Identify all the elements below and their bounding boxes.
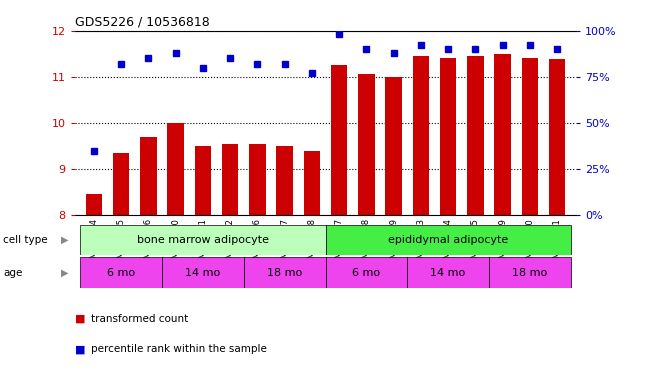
Bar: [413, 56, 429, 215]
Text: ■: ■: [75, 314, 85, 324]
Bar: [140, 137, 157, 215]
Text: 18 mo: 18 mo: [512, 268, 547, 278]
Text: ■: ■: [75, 344, 85, 354]
Bar: [277, 146, 293, 215]
Bar: [331, 65, 347, 215]
Text: 14 mo: 14 mo: [186, 268, 221, 278]
Text: 18 mo: 18 mo: [267, 268, 302, 278]
Bar: [494, 54, 511, 215]
Bar: [326, 225, 571, 255]
Bar: [549, 59, 565, 215]
Bar: [304, 151, 320, 215]
Bar: [167, 123, 184, 215]
Bar: [440, 58, 456, 215]
Bar: [195, 146, 211, 215]
Text: percentile rank within the sample: percentile rank within the sample: [91, 344, 267, 354]
Text: transformed count: transformed count: [91, 314, 188, 324]
Bar: [408, 257, 489, 288]
Bar: [521, 58, 538, 215]
Text: GDS5226 / 10536818: GDS5226 / 10536818: [75, 15, 210, 28]
Bar: [358, 74, 374, 215]
Text: 6 mo: 6 mo: [352, 268, 380, 278]
Bar: [80, 257, 162, 288]
Bar: [80, 225, 326, 255]
Bar: [222, 144, 238, 215]
Text: epididymal adipocyte: epididymal adipocyte: [388, 235, 508, 245]
Bar: [86, 194, 102, 215]
Text: age: age: [3, 268, 23, 278]
Bar: [162, 257, 243, 288]
Text: ▶: ▶: [61, 268, 69, 278]
Text: ▶: ▶: [61, 235, 69, 245]
Text: bone marrow adipocyte: bone marrow adipocyte: [137, 235, 269, 245]
Bar: [249, 144, 266, 215]
Bar: [326, 257, 408, 288]
Bar: [489, 257, 571, 288]
Text: cell type: cell type: [3, 235, 48, 245]
Text: 6 mo: 6 mo: [107, 268, 135, 278]
Bar: [113, 153, 130, 215]
Bar: [385, 77, 402, 215]
Bar: [243, 257, 326, 288]
Text: 14 mo: 14 mo: [430, 268, 465, 278]
Bar: [467, 56, 484, 215]
